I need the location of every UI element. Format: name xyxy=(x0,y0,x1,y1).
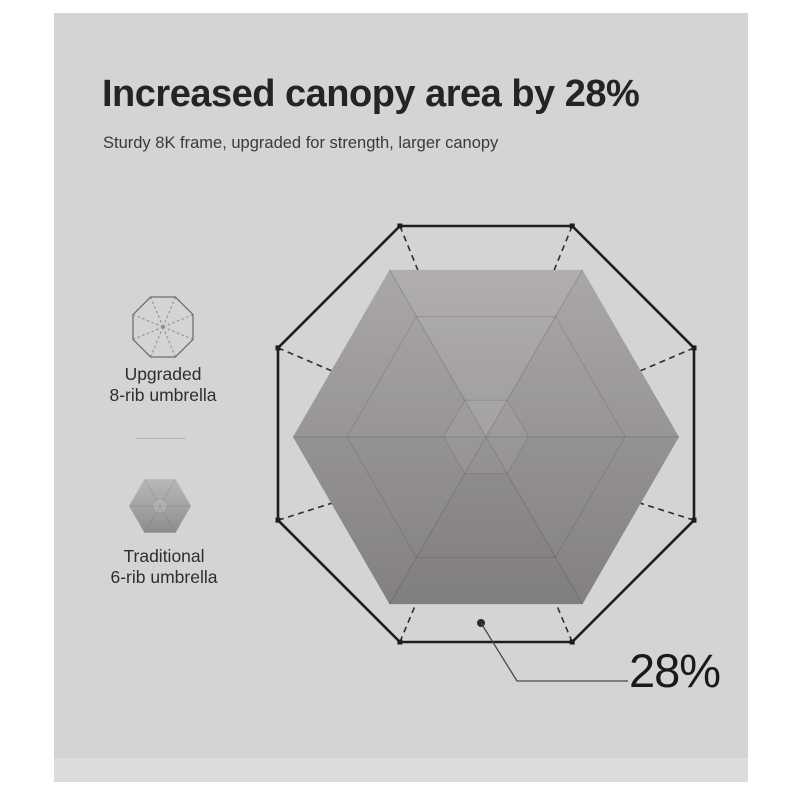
legend-upgraded-line1: Upgraded xyxy=(124,364,202,384)
callout-percentage-label: 28% xyxy=(629,644,721,697)
legend-upgraded-label: Upgraded 8-rib umbrella xyxy=(83,364,243,406)
canopy-rib-seams xyxy=(293,269,679,605)
octagon-vertex-dots xyxy=(275,223,697,645)
legend-upgraded-line2: 8-rib umbrella xyxy=(109,385,217,405)
hexagon-6-rib-icon xyxy=(129,478,191,534)
legend-traditional-label: Traditional 6-rib umbrella xyxy=(84,546,244,588)
octagon-dashed-ribs xyxy=(277,225,695,643)
legend-traditional-line1: Traditional xyxy=(123,546,205,566)
legend-divider xyxy=(136,438,186,439)
octagon-8-rib-icon xyxy=(132,296,194,358)
hexagon-canopy xyxy=(293,269,679,605)
page-title: Increased canopy area by 28% xyxy=(102,73,640,115)
callout-leader xyxy=(477,619,628,682)
page-subtitle: Sturdy 8K frame, upgraded for strength, … xyxy=(103,134,499,152)
legend-traditional-line2: 6-rib umbrella xyxy=(110,567,218,587)
infographic-card-bottom-band xyxy=(54,758,748,782)
